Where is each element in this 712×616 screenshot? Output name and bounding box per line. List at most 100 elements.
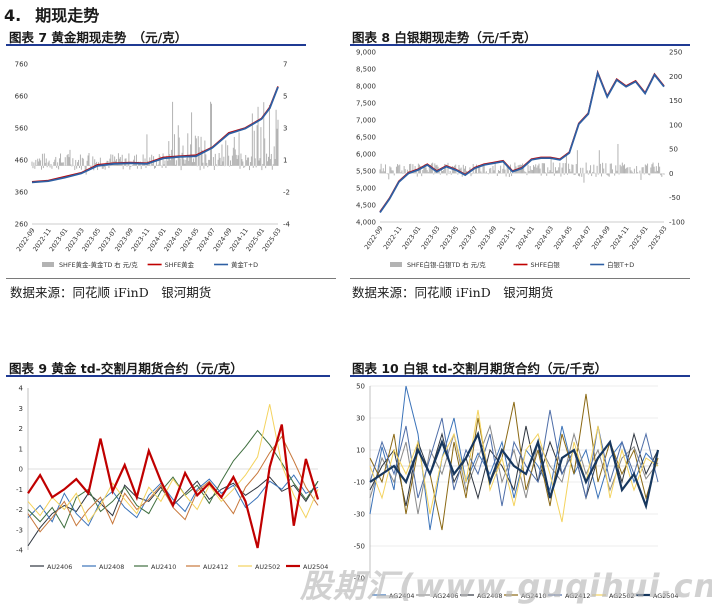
y-left-tick-label: 6,000 xyxy=(356,151,376,159)
y-right-tick-label: -2 xyxy=(283,189,290,197)
y-left-tick-label: 7,500 xyxy=(356,100,376,108)
y-right-tick-label: 200 xyxy=(669,73,682,81)
fig7-title: 图表 7 黄金期现走势 （元/克） xyxy=(9,30,188,45)
legend-label: 白银T+D xyxy=(607,260,634,269)
y-tick-label: 30 xyxy=(356,415,365,423)
fig10-chart: -70 -50 -30 -10 10 30 50 AG2404 AG2406 AG2408 AG24… xyxy=(354,383,679,601)
y-right-tick-label: -4 xyxy=(283,221,291,229)
shfe-line xyxy=(379,69,665,213)
y-tick-label: -4 xyxy=(16,547,24,555)
y-tick-label: 10 xyxy=(356,447,365,455)
y-left-tick-label: 360 xyxy=(15,189,28,197)
fig9-title-rule xyxy=(6,375,330,377)
y-tick-label: 3 xyxy=(19,405,23,413)
legend-label: SHFE白银 xyxy=(530,260,560,269)
y-right-tick-label: 150 xyxy=(669,97,682,105)
legend-label: AG2502 xyxy=(609,592,634,600)
y-right-tick-label: 50 xyxy=(669,146,678,154)
watermark: 股期汇(www.guqihui.cn) xyxy=(300,567,712,605)
legend-label: AU2406 xyxy=(47,563,72,571)
legend-label: AU2502 xyxy=(255,563,280,571)
y-right-tick-label: 3 xyxy=(283,125,287,133)
legend-label: AU2408 xyxy=(99,563,124,571)
y-tick-label: 50 xyxy=(356,383,365,391)
y-right-tick-label: 100 xyxy=(669,121,682,129)
section-title: 4. 期现走势 xyxy=(4,2,99,26)
series-line xyxy=(369,385,659,531)
legend-label: AG2412 xyxy=(565,592,590,600)
legend-label: SHFE黄金-黄金TD 右 元/克 xyxy=(59,260,138,269)
legend-label: AU2504 xyxy=(303,563,328,571)
y-tick-label: -3 xyxy=(16,526,23,534)
legend-label: 黄金T+D xyxy=(231,260,258,269)
fig8-title-rule xyxy=(350,44,690,46)
y-left-tick-label: 460 xyxy=(15,157,28,165)
series-line xyxy=(369,409,659,507)
y-left-tick-label: 5,000 xyxy=(356,185,376,193)
y-left-tick-label: 760 xyxy=(15,61,28,69)
y-right-tick-label: 1 xyxy=(283,157,287,165)
y-tick-label: -50 xyxy=(354,543,365,551)
td-line xyxy=(31,86,279,184)
series-line xyxy=(27,424,320,549)
y-tick-label: 2 xyxy=(19,425,23,433)
y-tick-label: -1 xyxy=(16,486,23,494)
legend-label: SHFE黄金 xyxy=(165,260,195,269)
legend-label: AG2504 xyxy=(653,592,678,600)
legend-swatch xyxy=(42,262,54,267)
td-line xyxy=(379,70,665,214)
y-right-tick-label: 7 xyxy=(283,61,287,69)
y-tick-label: 1 xyxy=(19,445,23,453)
series-line xyxy=(27,476,319,547)
legend-label: AG2404 xyxy=(389,592,414,600)
y-left-tick-label: 7,000 xyxy=(356,117,376,125)
right-source: 数据来源：同花顺 iFinD 银河期货 xyxy=(352,285,554,300)
fig8-title: 图表 8 白银期现走势（元/千克） xyxy=(352,30,537,45)
y-left-tick-label: 4,000 xyxy=(356,219,376,227)
y-right-tick-label: 5 xyxy=(283,93,287,101)
legend-label: AG2410 xyxy=(521,592,546,600)
y-left-tick-label: 660 xyxy=(15,93,28,101)
y-right-tick-label: 0 xyxy=(669,170,673,178)
fig9-chart: -4 -3 -2 -1 0 1 2 3 4 AU2406 AU2408 AU2410 AU2412 AU2… xyxy=(16,385,328,572)
legend-label: AU2412 xyxy=(203,563,228,571)
legend-label: AG2406 xyxy=(433,592,458,600)
y-left-tick-label: 6,500 xyxy=(356,134,376,142)
y-tick-label: 0 xyxy=(19,466,23,474)
fig10-title-rule xyxy=(350,375,690,377)
y-right-tick-label: 250 xyxy=(669,49,682,57)
fig8-chart: 4,000 4,500 5,000 5,500 6,000 6,500 7,000 7,500… xyxy=(356,49,685,270)
x-tick-label: 2025-03 xyxy=(647,225,669,251)
left-source: 数据来源：同花顺 iFinD 银河期货 xyxy=(10,285,212,300)
y-left-tick-label: 8,000 xyxy=(356,83,376,91)
series-line xyxy=(27,474,319,527)
y-right-tick-label: -100 xyxy=(669,219,685,227)
y-tick-label: -30 xyxy=(354,511,365,519)
y-tick-label: 4 xyxy=(19,385,24,393)
left-source-rule xyxy=(6,278,336,279)
y-left-tick-label: 9,000 xyxy=(356,49,376,57)
y-tick-label: -2 xyxy=(16,506,23,514)
y-tick-label: -10 xyxy=(354,479,365,487)
series-line xyxy=(27,404,319,523)
legend-label: SHFE白银-白银TD 右 元/克 xyxy=(407,260,486,269)
series-line xyxy=(369,409,659,523)
y-left-tick-label: 5,500 xyxy=(356,168,376,176)
fig7-chart: 260360460560660760-4-213572022-092022-11… xyxy=(15,61,291,270)
y-left-tick-label: 260 xyxy=(15,221,28,229)
series-line xyxy=(369,430,660,510)
section-number: 4. xyxy=(4,6,22,25)
fig7-title-rule xyxy=(6,44,306,46)
legend-label: AU2410 xyxy=(151,563,176,571)
right-source-rule xyxy=(350,278,690,279)
y-left-tick-label: 4,500 xyxy=(356,202,376,210)
y-left-tick-label: 8,500 xyxy=(356,66,376,74)
series-line xyxy=(369,424,659,515)
section-title-text: 期现走势 xyxy=(35,6,100,25)
legend-label: AG2408 xyxy=(477,592,502,600)
y-right-tick-label: -50 xyxy=(669,194,680,202)
fig10-title: 图表 10 白银 td-交割月期货合约（元/千克） xyxy=(352,361,608,376)
fig9-title: 图表 9 黄金 td-交割月期货合约（元/克） xyxy=(9,361,243,376)
series-line xyxy=(27,429,319,529)
y-left-tick-label: 560 xyxy=(15,125,28,133)
